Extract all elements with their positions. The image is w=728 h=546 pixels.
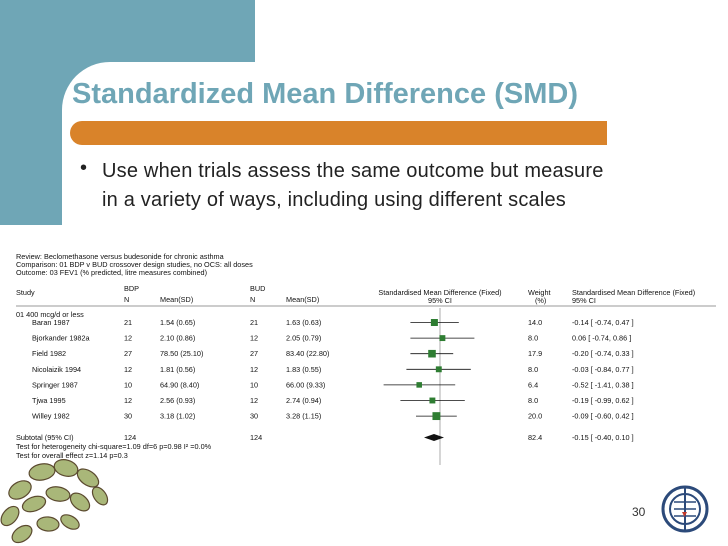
subtotal-diamond <box>424 434 444 441</box>
study-smd-ci: -0.03 [ -0.84, 0.77 ] <box>572 365 634 374</box>
bullet-marker: • <box>80 157 88 179</box>
study-name: Tjwa 1995 <box>32 396 66 405</box>
study-name: Bjorkander 1982a <box>32 334 91 343</box>
study-weight: 8.0 <box>528 365 538 374</box>
comparison-line: Comparison: 01 BDP v BUD crossover desig… <box>16 260 253 269</box>
bdp-mean-sd: 3.18 (1.02) <box>160 412 195 421</box>
study-smd-ci: 0.06 [ -0.74, 0.86 ] <box>572 334 631 343</box>
bdp-mean-sd: 1.54 (0.65) <box>160 318 195 327</box>
outcome-line: Outcome: 03 FEV1 (% predicted, litre mea… <box>16 268 207 277</box>
bdp-n: 12 <box>124 396 132 405</box>
subtotal-weight: 82.4 <box>528 433 542 442</box>
subtotal-label: Subtotal (95% CI) <box>16 433 74 442</box>
page-number: 30 <box>632 505 646 519</box>
review-line: Review: Beclomethasone versus budesonide… <box>16 252 225 261</box>
header-weight: Weight <box>528 288 551 297</box>
effect-marker <box>432 412 441 421</box>
bud-mean-sd: 2.74 (0.94) <box>286 396 321 405</box>
bud-n: 12 <box>250 396 258 405</box>
subtotal-n-bud: 124 <box>250 433 262 442</box>
bdp-n: 30 <box>124 412 132 421</box>
bdp-mean-sd: 2.10 (0.86) <box>160 334 195 343</box>
header-mean-bdp: Mean(SD) <box>160 295 193 304</box>
effect-marker <box>439 335 446 342</box>
study-smd-ci: -0.20 [ -0.74, 0.33 ] <box>572 349 634 358</box>
bud-mean-sd: 83.40 (22.80) <box>286 349 329 358</box>
bdp-mean-sd: 2.56 (0.93) <box>160 396 195 405</box>
header-study: Study <box>16 288 35 297</box>
overall-effect-test: Test for overall effect z=1.14 p=0.3 <box>16 451 128 460</box>
bud-mean-sd: 1.63 (0.63) <box>286 318 321 327</box>
study-smd-ci: -0.09 [ -0.60, 0.42 ] <box>572 412 634 421</box>
bud-n: 12 <box>250 334 258 343</box>
study-name: Field 1982 <box>32 349 66 358</box>
study-name: Baran 1987 <box>32 318 70 327</box>
header-bdp: BDP <box>124 284 139 293</box>
header-ci-plot: 95% CI <box>428 296 452 305</box>
bud-mean-sd: 1.83 (0.55) <box>286 365 321 374</box>
header-smd-plot: Standardised Mean Difference (Fixed) <box>378 288 501 297</box>
bdp-n: 27 <box>124 349 132 358</box>
bdp-mean-sd: 64.90 (8.40) <box>160 380 199 389</box>
effect-marker <box>435 366 442 373</box>
study-smd-ci: -0.14 [ -0.74, 0.47 ] <box>572 318 634 327</box>
study-weight: 20.0 <box>528 412 542 421</box>
bud-mean-sd: 2.05 (0.79) <box>286 334 321 343</box>
effect-marker <box>429 397 436 404</box>
study-weight: 17.9 <box>528 349 542 358</box>
slide-title: Standardized Mean Difference (SMD) <box>72 78 578 110</box>
header-smd-text: Standardised Mean Difference (Fixed) <box>572 288 695 297</box>
bdp-n: 12 <box>124 365 132 374</box>
header-ci-text: 95% CI <box>572 296 596 305</box>
bud-mean-sd: 3.28 (1.15) <box>286 412 321 421</box>
bud-n: 30 <box>250 412 258 421</box>
header-pct: (%) <box>535 296 546 305</box>
bdp-mean-sd: 1.81 (0.56) <box>160 365 195 374</box>
header-mean-bud: Mean(SD) <box>286 295 319 304</box>
heterogeneity-test: Test for heterogeneity chi-square=1.09 d… <box>16 442 212 451</box>
effect-marker <box>430 319 438 326</box>
header-bud: BUD <box>250 284 265 293</box>
study-name: Springer 1987 <box>32 380 78 389</box>
study-weight: 6.4 <box>528 380 538 389</box>
group-label: 01 400 mcg/d or less <box>16 310 84 319</box>
study-weight: 14.0 <box>528 318 542 327</box>
study-name: Willey 1982 <box>32 412 70 421</box>
study-name: Nicolaizik 1994 <box>32 365 81 374</box>
study-weight: 8.0 <box>528 396 538 405</box>
tree-decoration <box>0 459 109 544</box>
bud-n: 27 <box>250 349 258 358</box>
bdp-n: 21 <box>124 318 132 327</box>
subtotal-ci-text: -0.15 [ -0.40, 0.10 ] <box>572 433 634 442</box>
header-n-bdp: N <box>124 295 129 304</box>
bud-mean-sd: 66.00 (9.33) <box>286 380 325 389</box>
subtotal-n-bdp: 124 <box>124 433 136 442</box>
bullet-text: Use when trials assess the same outcome … <box>102 160 604 211</box>
bdp-n: 10 <box>124 380 132 389</box>
bdp-n: 12 <box>124 334 132 343</box>
bud-n: 12 <box>250 365 258 374</box>
bud-n: 10 <box>250 380 258 389</box>
study-smd-ci: -0.52 [ -1.41, 0.38 ] <box>572 380 634 389</box>
header-n-bud: N <box>250 295 255 304</box>
effect-marker <box>428 349 436 358</box>
study-smd-ci: -0.19 [ -0.99, 0.62 ] <box>572 396 634 405</box>
collaboration-logo-icon <box>661 485 709 533</box>
effect-marker <box>416 382 422 388</box>
title-underline-bar <box>70 121 607 145</box>
bdp-mean-sd: 78.50 (25.10) <box>160 349 203 358</box>
bud-n: 21 <box>250 318 258 327</box>
study-weight: 8.0 <box>528 334 538 343</box>
forest-plot: Review: Beclomethasone versus budesonide… <box>16 252 716 465</box>
